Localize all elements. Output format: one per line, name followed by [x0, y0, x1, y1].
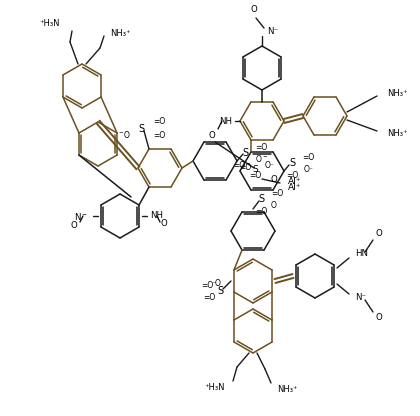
- Text: =O: =O: [153, 117, 165, 126]
- Text: =O: =O: [302, 153, 314, 161]
- Text: O: O: [375, 314, 382, 322]
- Text: N⁻: N⁻: [355, 294, 366, 302]
- Text: =O: =O: [255, 206, 267, 215]
- Text: O: O: [270, 174, 277, 183]
- Text: N$^-$: N$^-$: [74, 210, 88, 221]
- Text: O⁻: O⁻: [304, 164, 314, 173]
- Text: ⁺H₃N: ⁺H₃N: [205, 382, 225, 391]
- Text: N⁻: N⁻: [267, 27, 278, 37]
- Text: =O: =O: [255, 143, 267, 151]
- Text: O: O: [209, 131, 215, 139]
- Text: NH₃⁺: NH₃⁺: [387, 129, 407, 139]
- Text: S: S: [252, 166, 258, 174]
- Text: ⁺H₃N: ⁺H₃N: [39, 20, 60, 29]
- Text: NH₃⁺: NH₃⁺: [387, 89, 407, 99]
- Text: =O: =O: [153, 131, 165, 141]
- Text: $^-$O: $^-$O: [117, 129, 131, 141]
- Text: =O: =O: [239, 163, 251, 171]
- Text: O: O: [271, 201, 277, 210]
- Text: S: S: [258, 194, 264, 204]
- Text: =O: =O: [271, 188, 283, 198]
- Text: O: O: [251, 5, 257, 15]
- Text: NH: NH: [219, 116, 232, 126]
- Text: =O: =O: [201, 280, 213, 290]
- Text: O⁻: O⁻: [265, 161, 275, 171]
- Text: ⁻O: ⁻O: [211, 278, 221, 287]
- Text: O: O: [71, 220, 77, 230]
- Text: NH: NH: [150, 211, 163, 220]
- Text: S: S: [138, 124, 144, 134]
- Text: O: O: [160, 220, 168, 228]
- Text: O$^-$: O$^-$: [255, 154, 268, 164]
- Text: Al⁺: Al⁺: [288, 183, 302, 193]
- Text: =O: =O: [233, 161, 245, 171]
- Text: S: S: [217, 286, 223, 296]
- Text: =O: =O: [203, 292, 215, 302]
- Text: O: O: [375, 230, 382, 238]
- Text: NH₃⁺: NH₃⁺: [110, 30, 131, 39]
- Text: S: S: [242, 148, 248, 158]
- Text: =O: =O: [286, 171, 298, 181]
- Text: NH₃⁺: NH₃⁺: [277, 384, 297, 394]
- Text: Al⁺: Al⁺: [288, 178, 302, 186]
- Text: S: S: [289, 158, 295, 168]
- Text: HN: HN: [355, 250, 368, 258]
- Text: =O: =O: [249, 171, 261, 181]
